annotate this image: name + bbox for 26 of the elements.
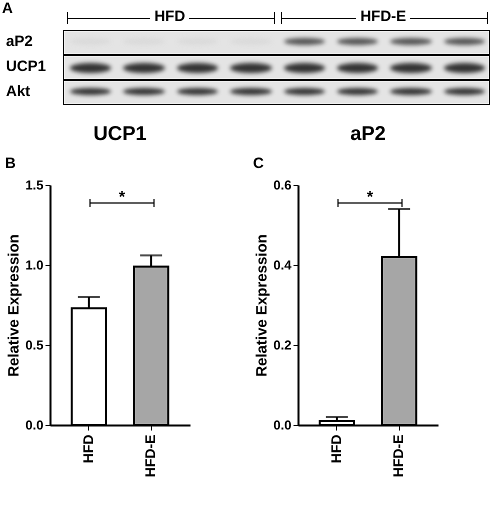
text: B xyxy=(5,155,16,172)
category-label: HFD xyxy=(150,8,190,25)
y-tick-label: 0.6 xyxy=(273,178,292,192)
y-axis-title: Relative Expression xyxy=(5,234,22,377)
y-tick-label: 0.2 xyxy=(273,338,292,352)
chart-title: aP2 xyxy=(350,123,386,145)
y-axis-title: Relative Expression xyxy=(253,234,270,377)
annotation: * xyxy=(118,189,126,206)
y-tick-label: 0.4 xyxy=(273,258,292,272)
category-label: UCP1 xyxy=(6,58,46,75)
y-tick-label: 0.0 xyxy=(273,418,292,432)
x-tick-label: HFD xyxy=(80,434,96,464)
text: A xyxy=(2,0,13,17)
text: C xyxy=(253,155,264,172)
x-tick-label: HFD-E xyxy=(390,434,406,478)
category-label: Akt xyxy=(6,83,30,100)
chart-title: UCP1 xyxy=(93,123,147,145)
y-tick-label: 1.0 xyxy=(25,258,44,272)
category-label: aP2 xyxy=(6,33,33,50)
y-tick-label: 0.5 xyxy=(25,338,44,352)
y-tick-label: 0.0 xyxy=(25,418,44,432)
y-tick-label: 1.5 xyxy=(25,178,44,192)
category-label: HFD-E xyxy=(356,8,410,25)
x-tick-label: HFD-E xyxy=(142,434,158,478)
x-tick-label: HFD xyxy=(328,434,344,464)
annotation: * xyxy=(366,189,374,206)
